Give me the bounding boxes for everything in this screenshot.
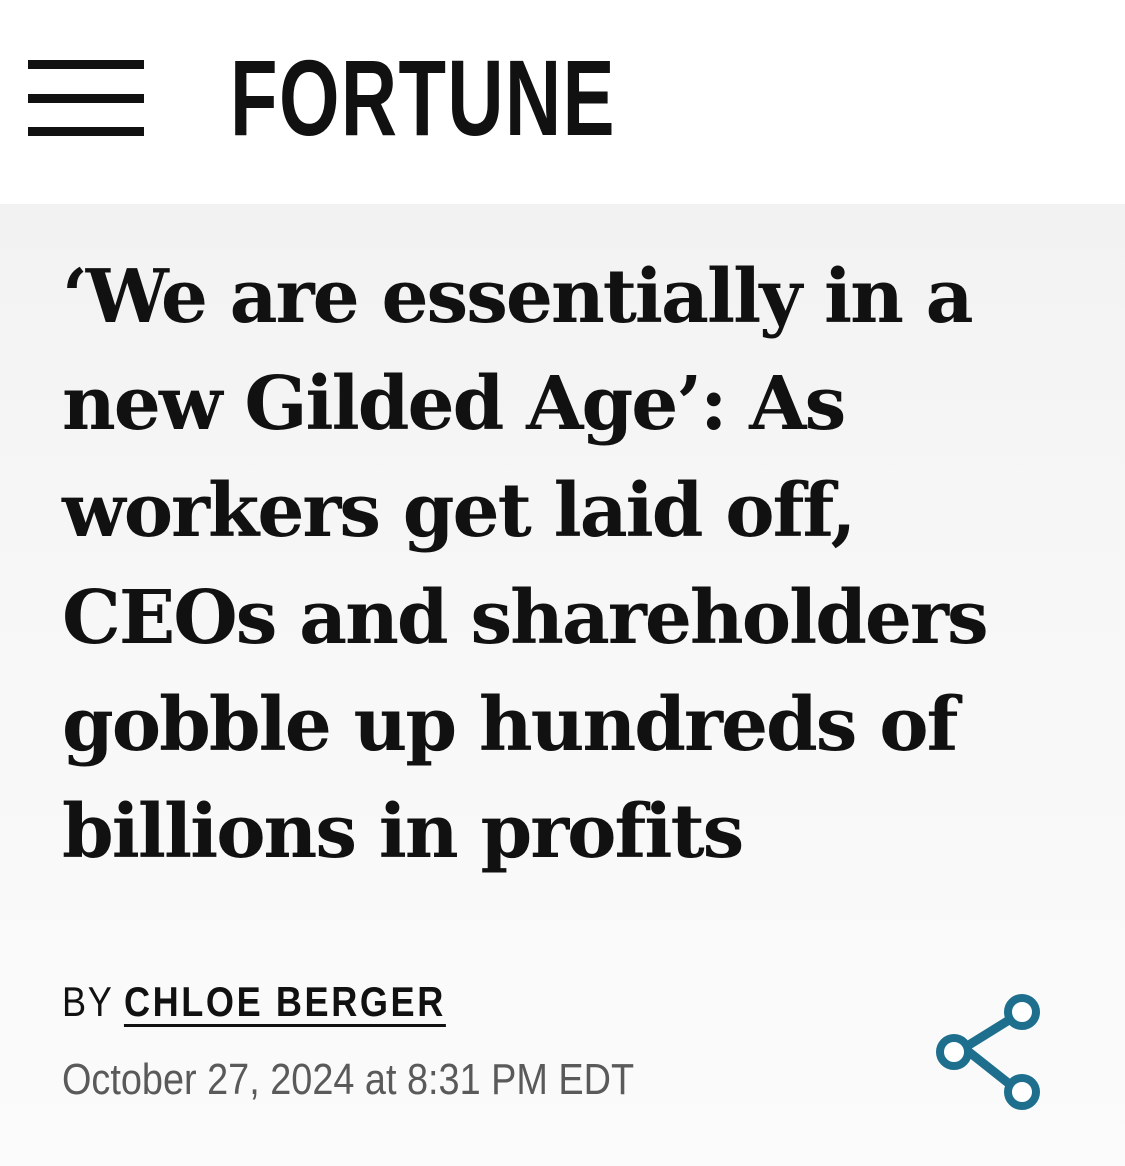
share-button[interactable]: [930, 988, 1054, 1112]
article-headline: ‘We are essentially in a new Gilded Age’…: [62, 254, 989, 875]
publish-timestamp: October 27, 2024 at 8:31 PM EDT: [62, 1055, 635, 1104]
article-header: ‘We are essentially in a new Gilded Age’…: [0, 204, 1125, 1166]
menu-button[interactable]: [28, 60, 144, 136]
author-link[interactable]: CHLOE BERGER: [123, 978, 446, 1025]
site-header: FORTUNE: [0, 0, 1125, 204]
fortune-logo[interactable]: FORTUNE: [230, 37, 616, 158]
share-icon: [936, 994, 1040, 1110]
byline-prefix: BY: [62, 978, 114, 1025]
byline: BY CHLOE BERGER: [62, 974, 446, 1030]
